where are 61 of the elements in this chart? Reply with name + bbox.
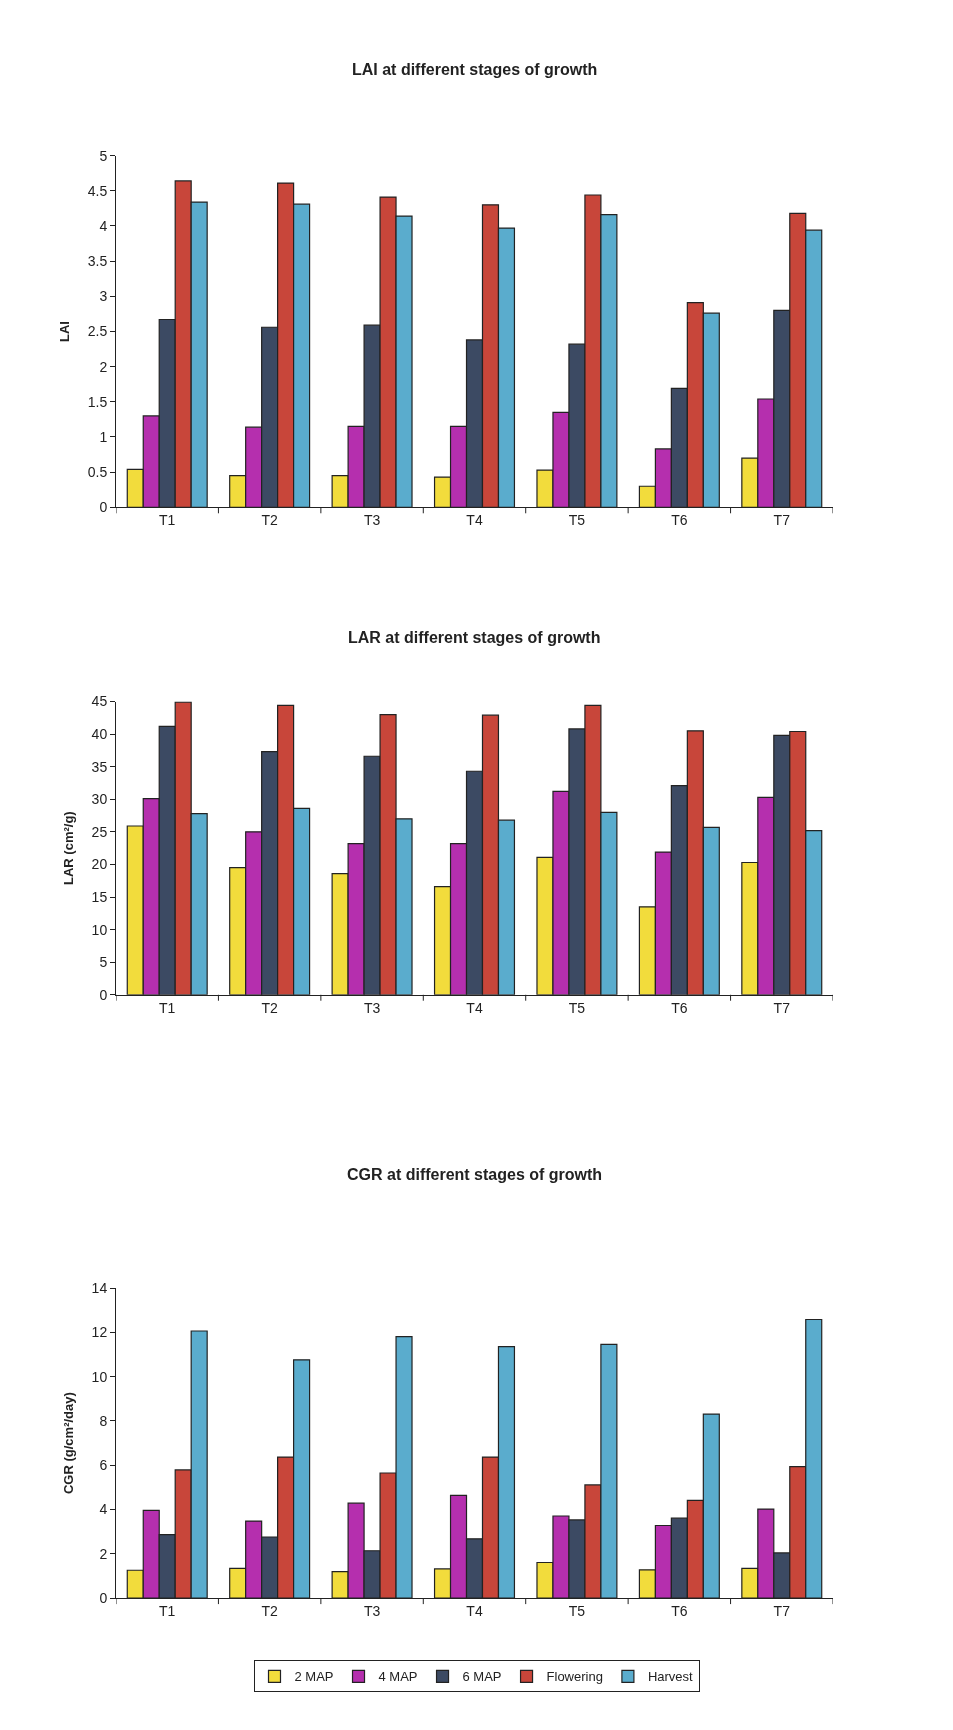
y-tick-label: 40 (91, 726, 108, 743)
chart-title: LAR at different stages of growth (348, 629, 601, 646)
legend-label: 2 MAP (294, 1669, 334, 1685)
x-tick-label: T4 (466, 1602, 483, 1619)
x-tick-label: T4 (466, 512, 483, 529)
legend-label: Harvest (647, 1669, 694, 1685)
y-tick-label: 6 (99, 1457, 108, 1474)
chart-title: CGR at different stages of growth (347, 1166, 603, 1183)
x-tick-label: T5 (568, 1602, 586, 1619)
y-tick-label: 0 (99, 1590, 108, 1607)
x-tick-label: T4 (466, 999, 483, 1016)
x-tick-label: T5 (568, 999, 586, 1016)
y-tick-label: 10 (91, 1368, 108, 1385)
y-tick-label: 4.5 (87, 182, 108, 199)
y-tick-label: 5 (99, 147, 108, 164)
x-tick-label: T6 (671, 999, 688, 1016)
y-tick-label: 4 (99, 217, 108, 234)
y-tick-label: 12 (91, 1324, 108, 1341)
legend-label: 4 MAP (378, 1669, 418, 1685)
y-tick-label: 15 (91, 888, 108, 905)
x-tick-label: T1 (159, 512, 176, 529)
y-tick-label: 25 (91, 823, 108, 840)
y-tick-label: 2 (99, 1545, 108, 1562)
legend-label: Flowering (546, 1669, 603, 1685)
y-tick-label: 5 (99, 954, 108, 971)
x-tick-label: T3 (363, 512, 381, 529)
y-tick-label: 8 (99, 1412, 108, 1429)
x-tick-label: T6 (671, 512, 688, 529)
x-tick-label: T3 (363, 999, 381, 1016)
y-tick-label: 4 (99, 1501, 108, 1518)
y-tick-label: 2 (99, 358, 108, 375)
y-tick-label: 10 (91, 921, 108, 938)
x-tick-label: T1 (159, 999, 176, 1016)
x-tick-label: T2 (261, 512, 279, 529)
y-axis-title: LAR (cm²/g) (60, 811, 76, 885)
y-tick-label: 20 (91, 856, 108, 873)
y-tick-label: 0 (99, 499, 108, 516)
y-tick-label: 2.5 (87, 323, 108, 340)
y-tick-label: 1.5 (87, 393, 108, 410)
x-tick-label: T2 (261, 999, 279, 1016)
y-tick-label: 0 (99, 986, 108, 1003)
y-tick-label: 1 (99, 428, 108, 445)
x-tick-label: T3 (363, 1602, 381, 1619)
y-tick-label: 3.5 (87, 253, 108, 270)
x-tick-label: T1 (159, 1602, 176, 1619)
y-tick-label: 3 (99, 288, 108, 305)
y-tick-label: 30 (91, 791, 108, 808)
y-tick-label: 45 (91, 693, 108, 710)
x-tick-label: T2 (261, 1602, 279, 1619)
legend-label: 6 MAP (462, 1669, 502, 1685)
y-axis-title: LAI (56, 321, 72, 342)
x-tick-label: T7 (773, 1602, 791, 1619)
y-axis-title: CGR (g/cm²/day) (60, 1392, 76, 1495)
y-tick-label: 35 (91, 758, 108, 775)
x-tick-label: T6 (671, 1602, 688, 1619)
y-tick-label: 14 (91, 1279, 108, 1296)
chart-title: LAI at different stages of growth (352, 61, 598, 78)
y-tick-label: 0.5 (87, 464, 108, 481)
x-tick-label: T7 (773, 999, 791, 1016)
x-tick-label: T5 (568, 512, 586, 529)
x-tick-label: T7 (773, 512, 791, 529)
